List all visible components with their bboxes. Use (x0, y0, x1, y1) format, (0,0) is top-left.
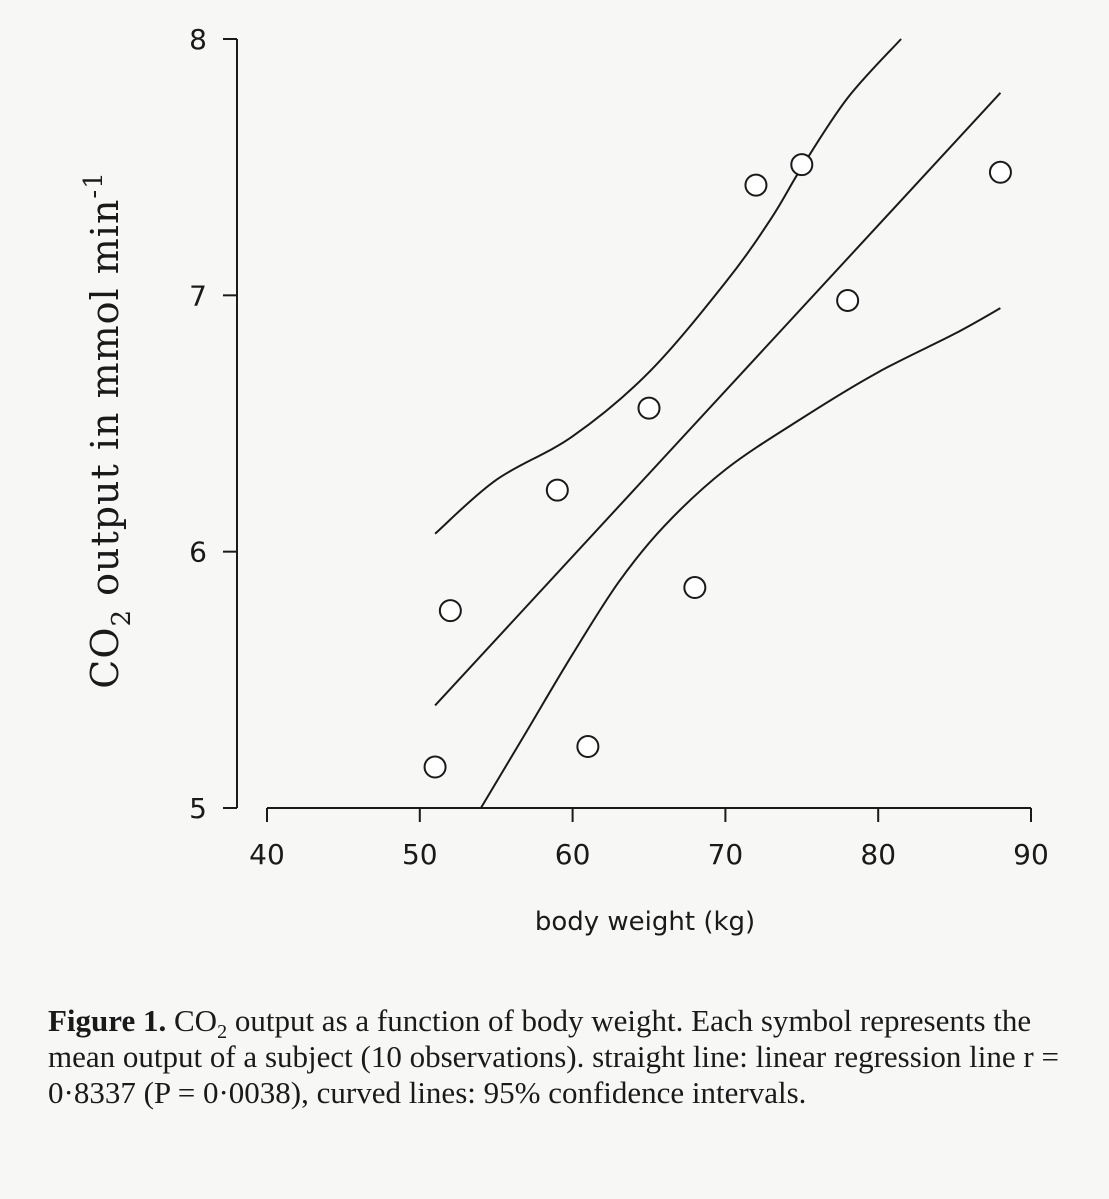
data-point (744, 173, 768, 197)
data-point (988, 160, 1012, 184)
x-tick-label: 80 (860, 838, 896, 871)
x-tick-label: 50 (402, 838, 438, 871)
confidence-lower-curve (480, 307, 1001, 809)
y-tick-label: 7 (189, 279, 207, 312)
data-point (637, 396, 661, 420)
axes: 5 6 7 8 40 50 60 70 80 90 (189, 23, 1049, 871)
y-axis-title-superscript: -1 (79, 171, 109, 198)
x-tick-label: 70 (708, 838, 744, 871)
caption-text-pre: CO (166, 1003, 218, 1038)
y-tick-label: 8 (189, 23, 207, 56)
data-point (683, 576, 707, 600)
y-tick-label: 5 (189, 792, 207, 825)
caption-subscript: 2 (217, 1021, 228, 1044)
confidence-upper-curve (434, 38, 902, 535)
x-tick-label: 60 (555, 838, 591, 871)
y-axis-title-prefix: CO (83, 627, 127, 689)
y-tick-label: 6 (189, 536, 207, 569)
data-point (790, 153, 814, 177)
x-tick-label: 90 (1013, 838, 1049, 871)
data-point (836, 288, 860, 312)
data-point (423, 755, 447, 779)
x-tick-label: 40 (249, 838, 285, 871)
scatter-chart: 5 6 7 8 40 50 60 70 80 90 body weight (kg) CO2 ou… (79, 23, 1049, 937)
caption-text-post: output as a function of body weight. Eac… (48, 1003, 1059, 1110)
y-axis-title-suffix: output in mmol min (83, 199, 127, 609)
regression-line (434, 92, 1002, 707)
fit-lines (434, 38, 1002, 809)
caption-label: Figure 1. (48, 1003, 167, 1038)
data-point (576, 734, 600, 758)
data-point (438, 599, 462, 623)
data-points (423, 153, 1012, 779)
figure-caption: Figure 1. CO2 output as a function of bo… (48, 1003, 1068, 1111)
y-axis-title: CO2 output in mmol min-1 (79, 171, 137, 689)
x-axis-title: body weight (kg) (535, 907, 755, 937)
data-point (545, 478, 569, 502)
y-axis-title-subscript: 2 (107, 609, 137, 627)
